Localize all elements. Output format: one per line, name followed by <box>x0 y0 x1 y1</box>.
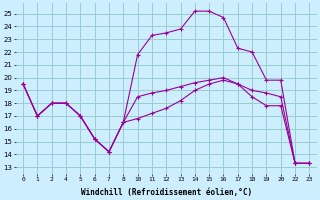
X-axis label: Windchill (Refroidissement éolien,°C): Windchill (Refroidissement éolien,°C) <box>81 188 252 197</box>
